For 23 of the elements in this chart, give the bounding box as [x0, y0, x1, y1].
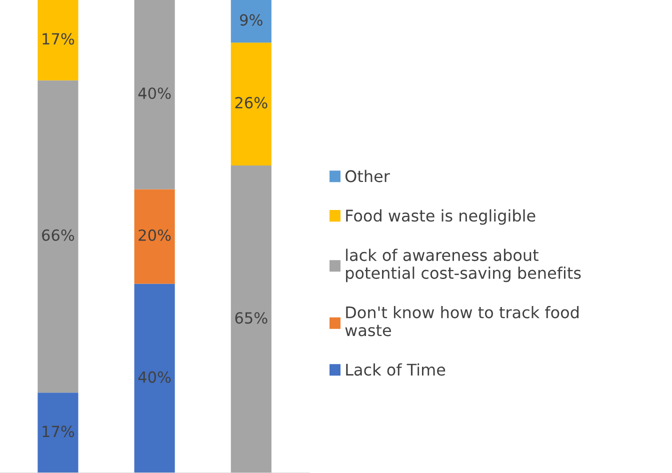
data-label: 26% [235, 96, 268, 108]
data-label: 65% [235, 312, 268, 324]
data-label: 66% [42, 229, 74, 241]
bar [38, 0, 78, 80]
bar [134, 284, 175, 473]
legend-label: Other [345, 170, 390, 182]
bar [134, 189, 175, 284]
data-label: 40% [138, 87, 171, 100]
legend-label: Don't know how to track food waste [345, 306, 579, 336]
bar [134, 0, 175, 190]
legend-label: Lack of Time [346, 363, 446, 376]
data-label: 9% [240, 14, 262, 26]
data-label: 40% [138, 371, 171, 383]
bar [230, 42, 272, 166]
bar [230, 0, 272, 43]
bar [230, 166, 272, 473]
data-label: 17% [42, 426, 74, 438]
legend-label: Food waste is negligible [346, 209, 536, 225]
bar [38, 392, 78, 473]
bar [38, 80, 78, 393]
data-label: 20% [138, 229, 171, 241]
data-label: 17% [42, 33, 74, 45]
legend-label: lack of awareness about potential cost-saving benefits [346, 248, 581, 282]
